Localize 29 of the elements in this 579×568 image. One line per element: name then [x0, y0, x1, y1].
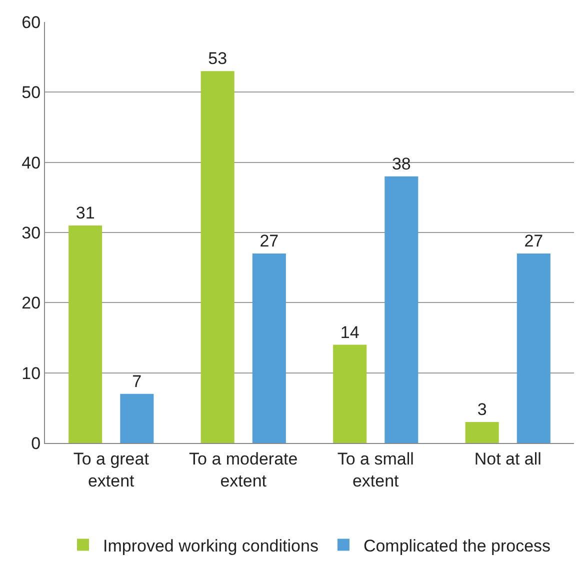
- y-tick-label: 60: [22, 12, 41, 32]
- bar: [252, 254, 286, 443]
- bar: [68, 225, 102, 443]
- data-label: 27: [260, 232, 279, 251]
- data-label: 31: [76, 203, 95, 222]
- bar: [384, 176, 418, 443]
- x-tick-label: To a small extent: [337, 449, 414, 490]
- bar: [200, 71, 234, 443]
- x-tick-label: To a moderate extent: [189, 449, 298, 490]
- y-tick-label: 30: [22, 223, 41, 242]
- data-label: 3: [477, 400, 487, 419]
- data-label: 38: [392, 154, 411, 174]
- bar: [120, 394, 154, 443]
- y-tick-label: 10: [22, 364, 41, 383]
- data-label: 27: [524, 232, 544, 251]
- y-tick-label: 50: [22, 83, 41, 102]
- y-tick-label: 40: [22, 153, 41, 172]
- y-tick-label: 20: [22, 294, 41, 313]
- legend-label: Complicated the process: [363, 536, 551, 556]
- legend-label: Improved working conditions: [103, 536, 318, 556]
- bar: [465, 422, 499, 443]
- bar: [516, 254, 550, 443]
- x-tick-label: Not at all: [474, 449, 542, 468]
- x-tick-label: To a great extent: [73, 449, 150, 490]
- y-tick-label: 0: [31, 434, 41, 453]
- data-label: 53: [208, 49, 228, 68]
- data-label: 7: [132, 372, 142, 391]
- bar: [333, 344, 367, 443]
- data-label: 14: [340, 322, 360, 342]
